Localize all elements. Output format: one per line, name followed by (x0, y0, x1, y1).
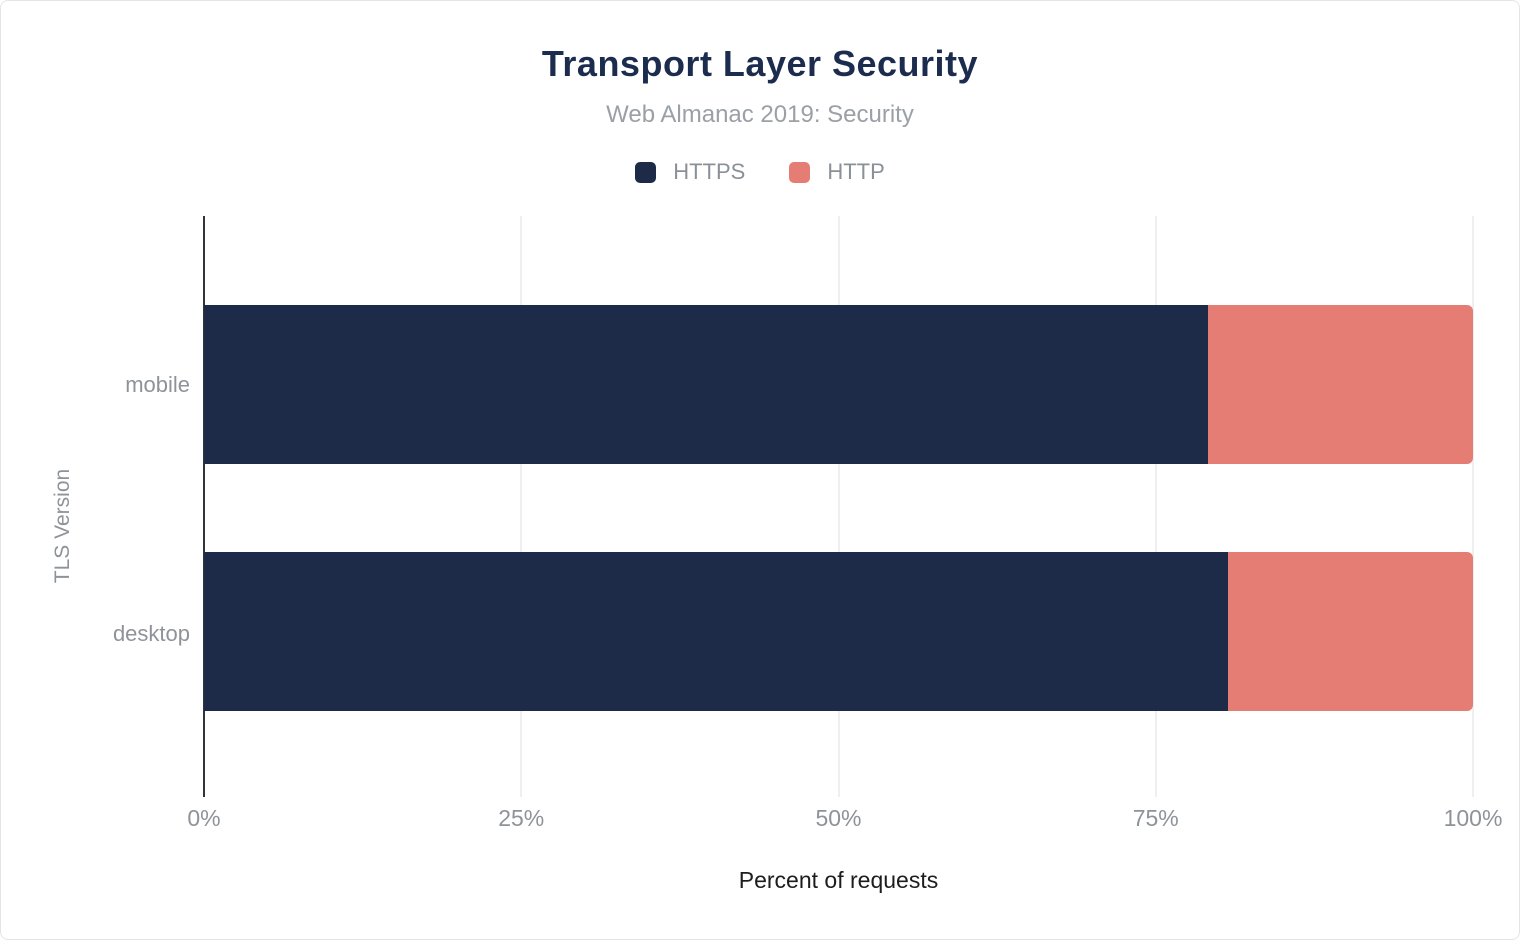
chart-subtitle: Web Almanac 2019: Security (606, 101, 914, 128)
bar-segment-desktop-https[interactable] (204, 552, 1229, 711)
gridline-75 (1154, 216, 1157, 797)
bar-segment-mobile-http[interactable] (1207, 305, 1473, 464)
chart-title: Transport Layer Security (541, 43, 979, 84)
legend-swatch-http (789, 161, 811, 183)
plot-area (203, 216, 1474, 797)
legend-item-http[interactable]: HTTP (789, 159, 885, 185)
y-axis-line (203, 216, 205, 797)
gridline-25 (520, 216, 523, 797)
x-tick-label-0: 0% (187, 805, 221, 831)
legend-label-http: HTTP (827, 159, 885, 184)
x-tick-label-25: 25% (498, 805, 545, 831)
bar-mobile (204, 305, 1473, 464)
y-axis-title: TLS Version (51, 468, 74, 584)
gridline-50 (837, 216, 840, 797)
legend-item-https[interactable]: HTTPS (635, 159, 745, 185)
x-tick-label-100: 100% (1443, 805, 1503, 831)
legend-swatch-https (635, 161, 657, 183)
x-axis-ticks: 0% 25% 50% 75% 100% (187, 805, 1502, 835)
x-tick-label-50: 50% (815, 805, 862, 831)
x-tick-label-75: 75% (1132, 805, 1179, 831)
bar-desktop (204, 552, 1473, 711)
category-label-desktop: desktop (112, 621, 190, 646)
category-label-mobile: mobile (125, 372, 190, 397)
legend-label-https: HTTPS (673, 159, 746, 184)
legend: HTTPS HTTP (1, 159, 1519, 185)
x-axis-title: Percent of requests (738, 867, 939, 893)
gridline-100 (1472, 216, 1474, 797)
bar-segment-desktop-http[interactable] (1228, 552, 1473, 711)
bar-segment-mobile-https[interactable] (204, 305, 1208, 464)
